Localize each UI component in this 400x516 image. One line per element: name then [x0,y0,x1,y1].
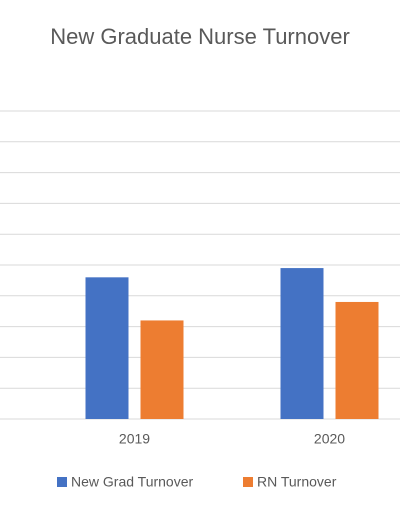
x-tick-label: 2019 [119,431,150,447]
legend-swatch [243,477,253,487]
bar [280,268,324,419]
x-tick-label: 2020 [314,431,345,447]
bar [85,277,129,419]
chart-title: New Graduate Nurse Turnover [50,24,350,49]
legend-label: RN Turnover [257,474,337,490]
legend-swatch [57,477,67,487]
bar [140,320,184,419]
bar [335,301,379,419]
legend-label: New Grad Turnover [71,474,193,490]
